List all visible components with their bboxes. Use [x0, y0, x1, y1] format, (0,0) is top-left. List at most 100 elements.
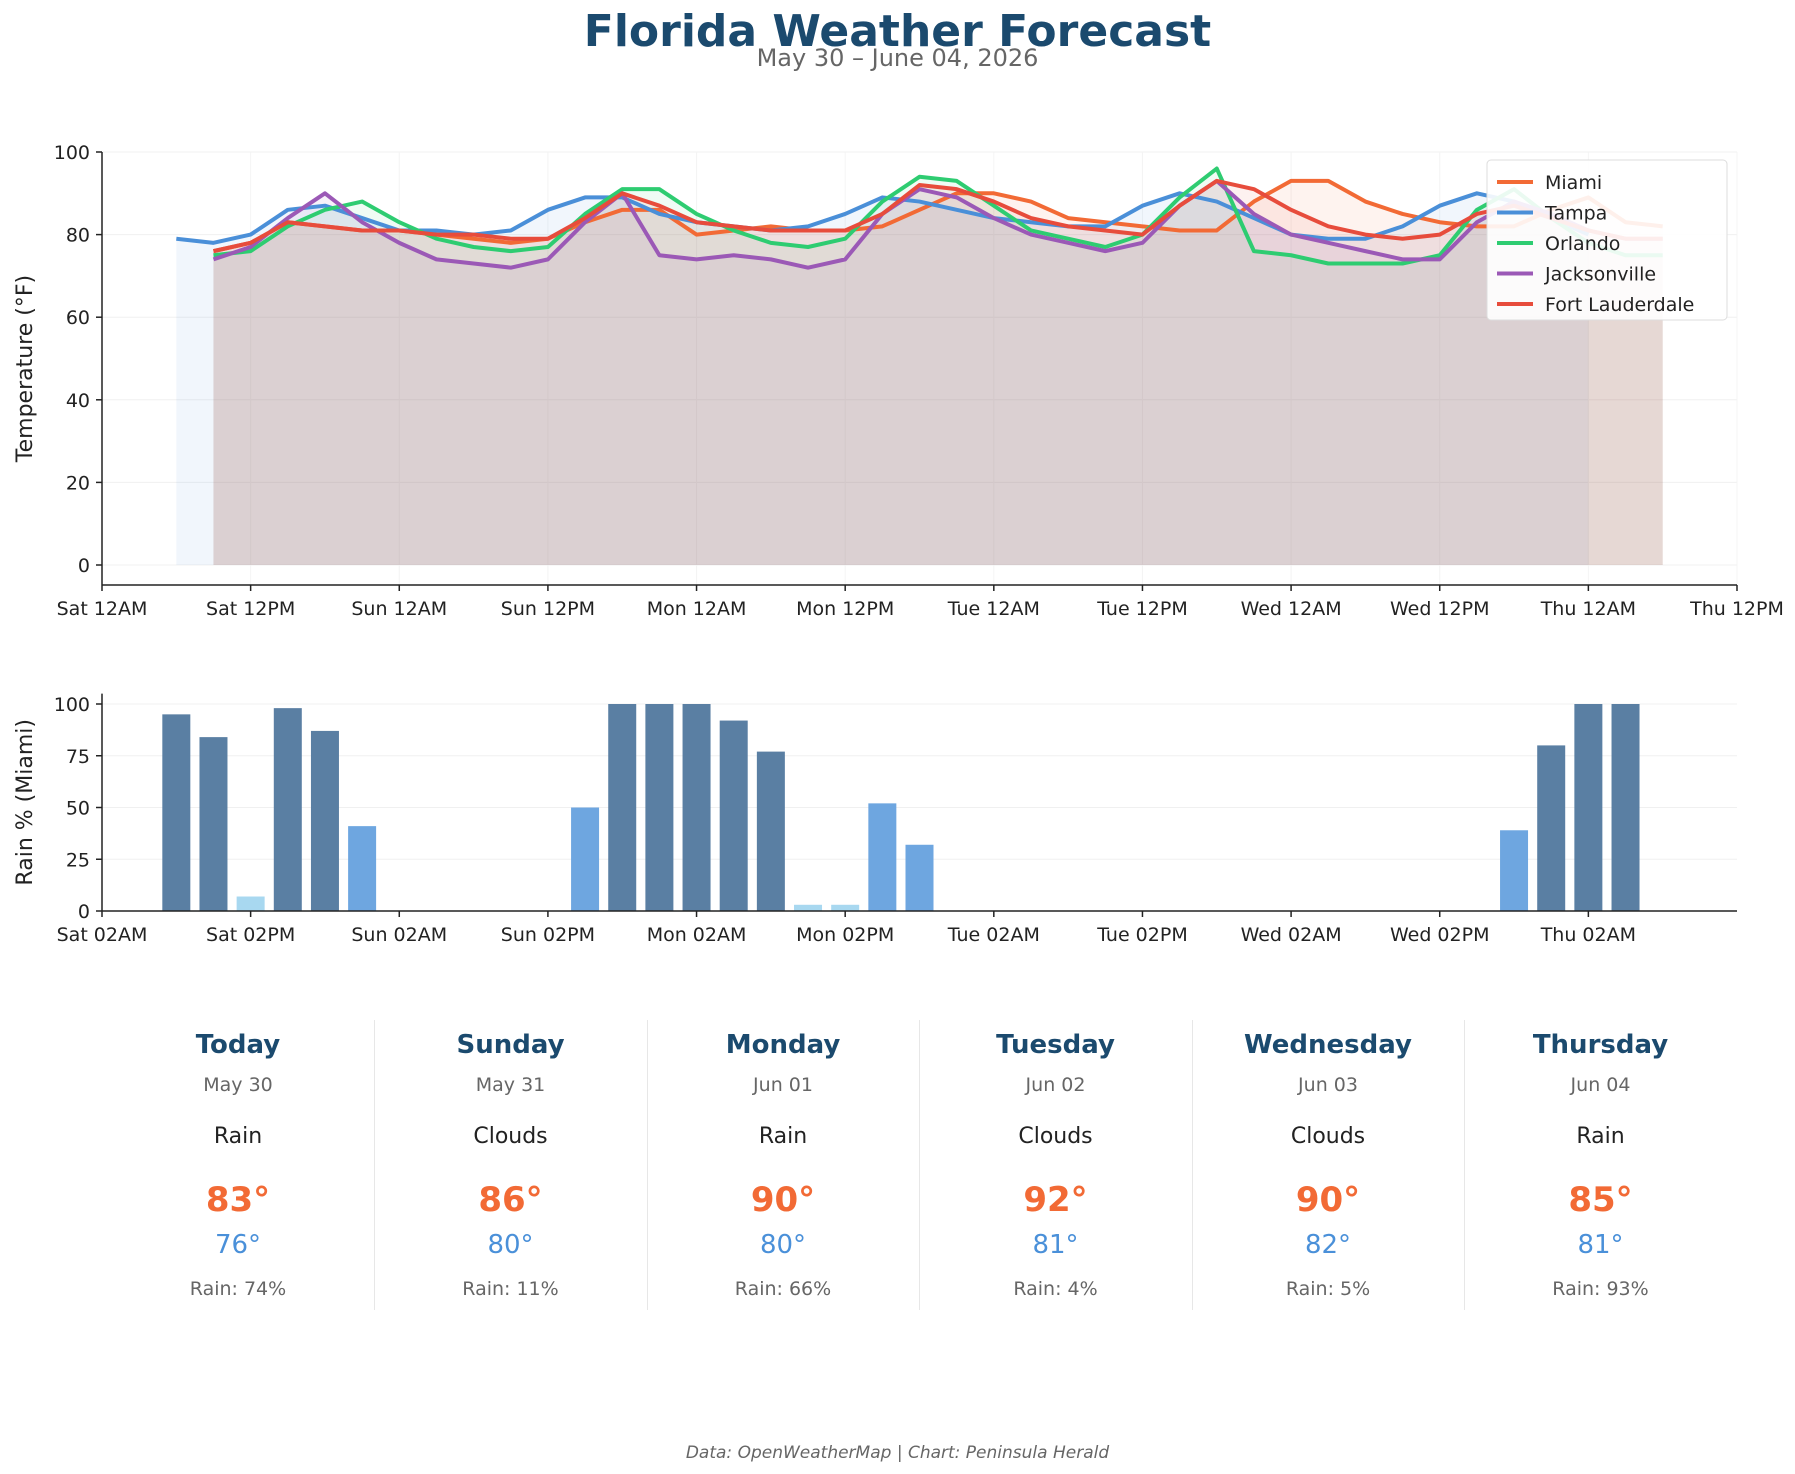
- area-jacksonville: [213, 180, 1663, 565]
- card-divider: [919, 1020, 920, 1310]
- area-miami: [213, 180, 1663, 565]
- rain-chart: 0 25 50 75 100 Sat 02AM Sat 02PM Sun 02AM Sun 02…: [13, 693, 1737, 946]
- day-low: 82°: [1304, 1230, 1352, 1260]
- card-divider: [646, 1020, 648, 1310]
- day-rain: Rain: 4%: [1013, 1278, 1098, 1300]
- rain-bar: [868, 803, 897, 911]
- day-cond: Rain: [213, 1124, 263, 1149]
- y-tick-label: 20: [66, 472, 90, 494]
- day-card-wednesday: Wednesday Jun 03 Clouds 90° 82° Rain: 5%: [1192, 1020, 1464, 1310]
- day-date: Jun 03: [1298, 1074, 1358, 1096]
- card-divider: [374, 1020, 375, 1310]
- x-tick-label: Sun 12PM: [501, 598, 595, 620]
- rain-bar: [831, 904, 860, 911]
- day-rain: Rain: 93%: [1552, 1278, 1649, 1300]
- rain-bar: [162, 714, 191, 911]
- area-tampa: [176, 193, 1589, 566]
- day-low: 80°: [487, 1230, 534, 1260]
- day-card-tuesday: Tuesday Jun 02 Clouds 92° 81° Rain: 4%: [920, 1020, 1192, 1310]
- rain-bar: [905, 844, 934, 911]
- legend-label: Fort Lauderdale: [1545, 294, 1694, 316]
- day-rain: Rain: 74%: [189, 1278, 287, 1300]
- day-cond: Clouds: [1290, 1124, 1366, 1149]
- day-date: Jun 02: [1025, 1074, 1086, 1096]
- x-tick-label: Mon 12PM: [796, 598, 894, 620]
- x-tick-label: Thu 12PM: [1689, 598, 1784, 620]
- x-tick-label: Tue 02AM: [947, 924, 1040, 946]
- card-divider: [1191, 1020, 1193, 1310]
- day-name: Thursday: [1532, 1030, 1669, 1060]
- day-name: Sunday: [456, 1030, 565, 1060]
- x-tick-label: Sat 12AM: [57, 598, 148, 620]
- x-tick-label: Sun 02PM: [501, 924, 595, 946]
- day-high: 90°: [1295, 1180, 1361, 1220]
- day-cond: Clouds: [1018, 1124, 1093, 1149]
- card-divider: [1464, 1020, 1465, 1310]
- day-low: 76°: [214, 1230, 262, 1260]
- rain-bar: [1537, 745, 1566, 911]
- x-tick-label: Mon 12AM: [647, 598, 747, 620]
- rain-bar: [682, 704, 711, 911]
- day-card-today: Today May 30 Rain 83° 76° Rain: 74%: [102, 1020, 374, 1310]
- day-high: 83°: [205, 1180, 271, 1220]
- day-card-sunday: Sunday May 31 Clouds 86° 80° Rain: 11%: [375, 1020, 647, 1310]
- x-tick-label: Wed 12AM: [1241, 598, 1342, 620]
- day-card-thursday: Thursday Jun 04 Rain 85° 81° Rain: 93%: [1465, 1020, 1737, 1310]
- y-tick-label: 80: [66, 225, 90, 247]
- y-tick-label: 100: [54, 142, 90, 164]
- x-tick-label: Sun 12AM: [351, 598, 447, 620]
- x-tick-label: Mon 02AM: [647, 924, 747, 946]
- day-name: Today: [195, 1030, 281, 1060]
- area-fort-lauderdale: [213, 180, 1663, 565]
- legend: Miami Tampa Orlando Jacksonville Fort Lauder…: [1486, 159, 1728, 321]
- day-name: Wednesday: [1244, 1030, 1412, 1060]
- rain-bar: [608, 704, 637, 911]
- x-tick-label: Sun 02AM: [351, 924, 447, 946]
- day-rain: Rain: 66%: [734, 1278, 832, 1300]
- day-cond: Rain: [758, 1124, 808, 1149]
- legend-label: Jacksonville: [1544, 264, 1656, 286]
- day-low: 80°: [759, 1230, 807, 1260]
- y-tick-label: 75: [66, 746, 90, 768]
- rain-bar: [236, 896, 265, 911]
- day-high: 90°: [750, 1180, 816, 1220]
- day-name: Tuesday: [996, 1030, 1115, 1060]
- day-name: Monday: [725, 1030, 841, 1060]
- y-tick-label: 40: [66, 390, 90, 412]
- y-tick-label: 100: [54, 694, 90, 716]
- series-line-jacksonville: [212, 178, 1663, 270]
- day-rain: Rain: 5%: [1285, 1278, 1371, 1300]
- day-high: 86°: [478, 1180, 543, 1220]
- x-tick-label: Wed 12PM: [1390, 598, 1490, 620]
- day-card-monday: Monday Jun 01 Rain 90° 80° Rain: 66%: [647, 1020, 919, 1310]
- day-date: Jun 04: [1570, 1074, 1631, 1096]
- footer-credit: Data: OpenWeatherMap | Chart: Peninsula …: [685, 1443, 1110, 1463]
- rain-bar: [1574, 704, 1603, 911]
- x-tick-label: Sat 02AM: [57, 924, 148, 946]
- day-low: 81°: [1577, 1230, 1624, 1260]
- legend-label: Orlando: [1545, 233, 1620, 255]
- temperature-chart: 0 20 40 60 80 100 Sat 12AM Sat 12PM Sun 12AM Sun …: [13, 142, 1784, 620]
- day-high: 92°: [1023, 1180, 1088, 1220]
- legend-box: [1486, 159, 1728, 321]
- x-tick-label: Tue 12PM: [1096, 598, 1188, 620]
- day-date: May 30: [203, 1074, 273, 1096]
- chart-title: Florida Weather Forecast: [583, 6, 1212, 57]
- rain-bar: [310, 730, 339, 911]
- x-tick-label: Sat 02PM: [206, 924, 295, 946]
- day-date: May 31: [475, 1074, 546, 1096]
- y-tick-label: 50: [66, 798, 90, 820]
- chart-subtitle: May 30 – June 04, 2026: [756, 44, 1039, 72]
- day-rain: Rain: 11%: [462, 1278, 559, 1300]
- x-tick-label: Sat 12PM: [206, 598, 295, 620]
- day-cond: Rain: [1576, 1124, 1625, 1149]
- rain-bar: [1500, 830, 1529, 911]
- daily-forecast: Today May 30 Rain 83° 76° Rain: 74% Sunday May …: [102, 1020, 1737, 1310]
- rain-bar: [348, 826, 377, 911]
- y-axis-label: Rain % (Miami): [13, 719, 38, 886]
- y-tick-label: 25: [66, 849, 90, 871]
- y-tick-label: 60: [66, 307, 90, 329]
- area-orlando: [213, 168, 1663, 565]
- x-tick-label: Tue 02PM: [1096, 924, 1188, 946]
- day-low: 81°: [1032, 1230, 1079, 1260]
